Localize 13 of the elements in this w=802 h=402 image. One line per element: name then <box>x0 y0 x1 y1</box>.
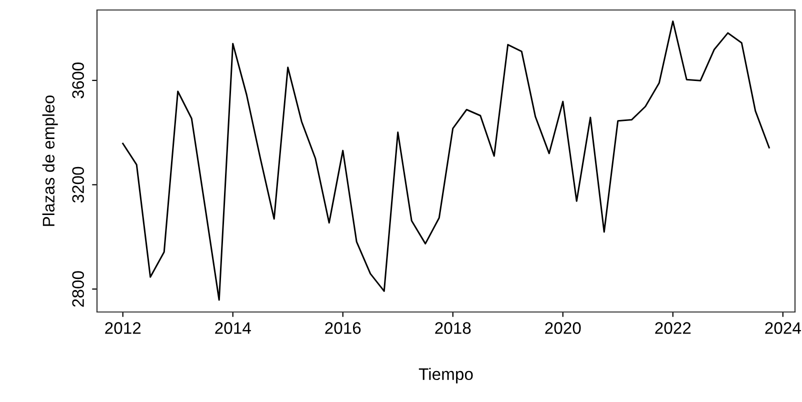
y-tick-label: 3600 <box>72 62 84 98</box>
x-tick-label: 2022 <box>655 322 691 334</box>
x-tick-label: 2024 <box>765 322 801 334</box>
y-tick-label: 2800 <box>72 271 84 307</box>
x-axis-title: Tiempo <box>418 368 473 384</box>
x-tick-label: 2020 <box>545 322 581 334</box>
y-axis-title: Plazas de empleo <box>42 95 58 226</box>
x-tick-label: 2012 <box>105 322 141 334</box>
x-tick-label: 2018 <box>435 322 471 334</box>
x-tick-label: 2014 <box>215 322 251 334</box>
x-tick-label: 2016 <box>325 322 361 334</box>
line-series <box>122 20 770 301</box>
y-tick-label: 3200 <box>72 166 84 203</box>
